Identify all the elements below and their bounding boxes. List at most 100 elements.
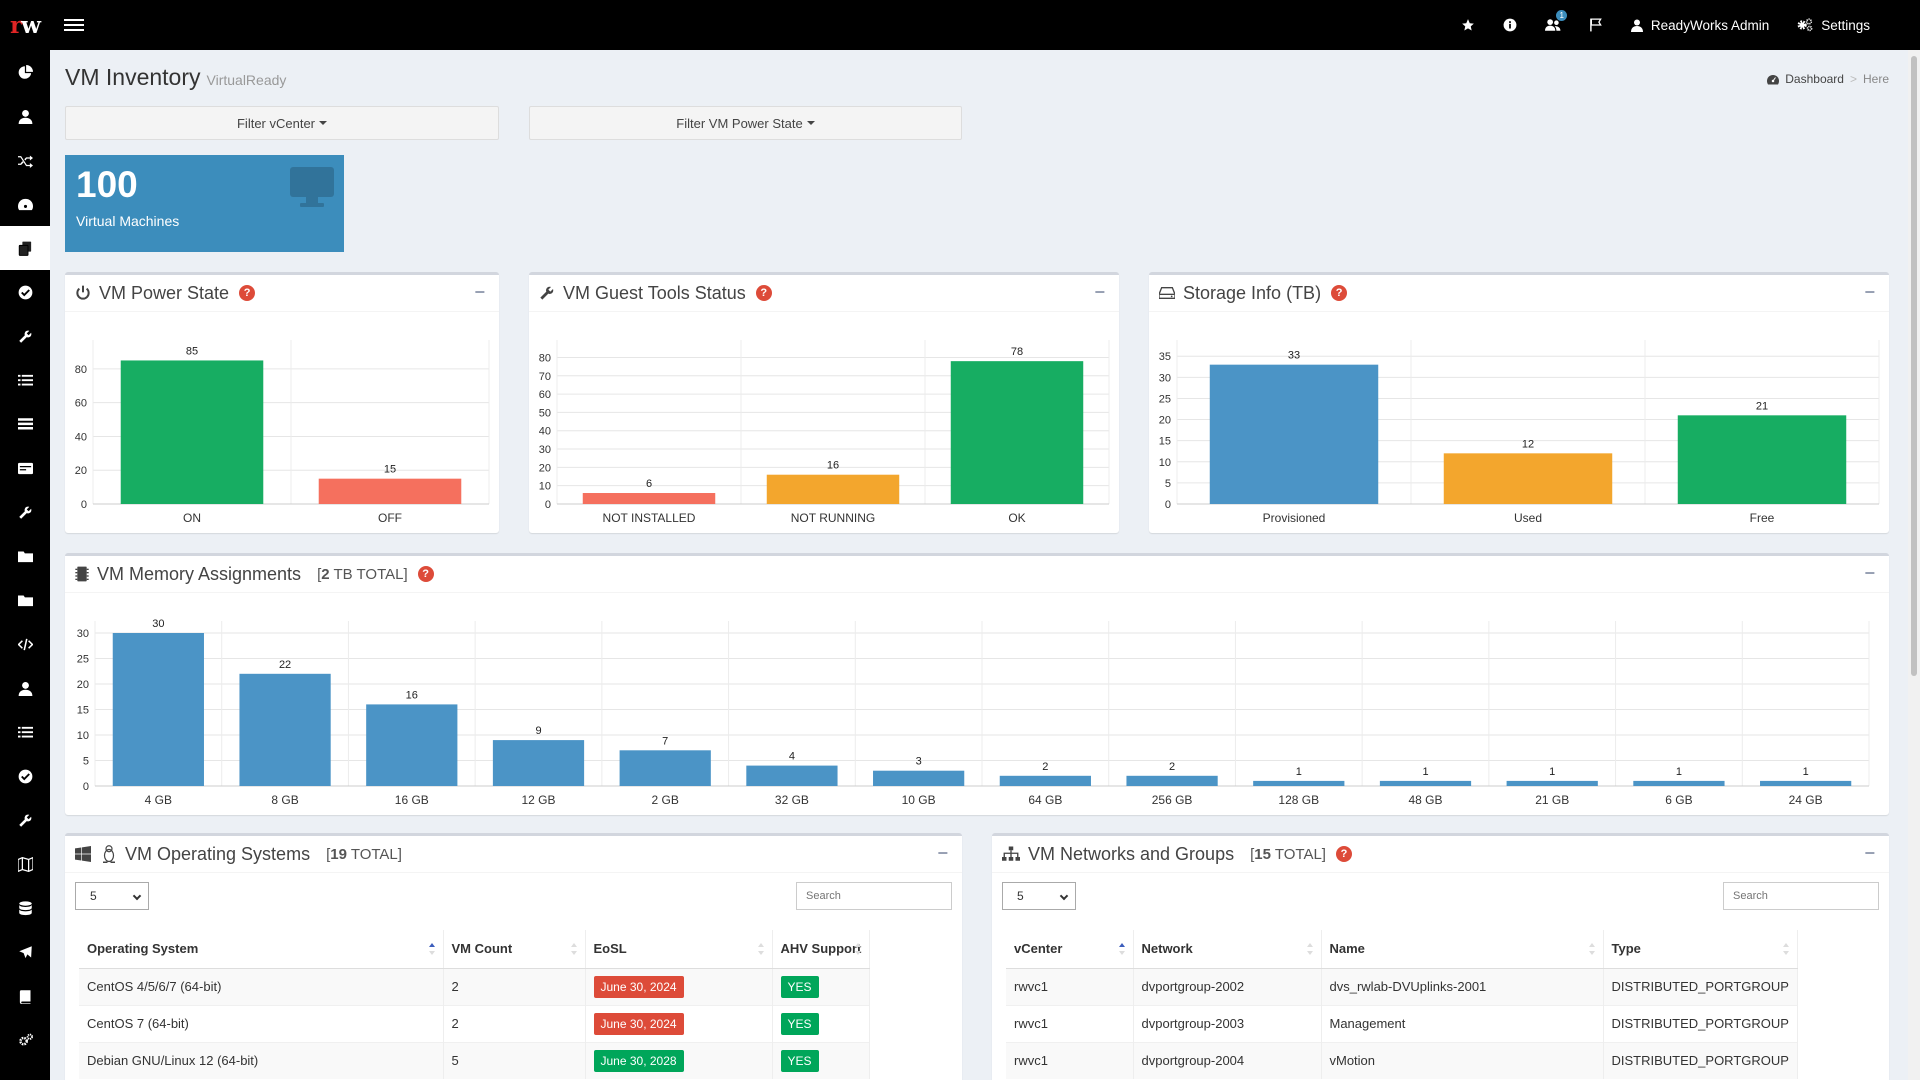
vm-count-label: Virtual Machines xyxy=(76,213,180,229)
os-table: Operating System VM Count EoSL AHV Suppo… xyxy=(79,930,871,1079)
folder-icon xyxy=(17,551,33,562)
sidebar-item-database[interactable] xyxy=(0,886,50,930)
sidebar-item-code[interactable] xyxy=(0,622,50,666)
eosl-badge: June 30, 2024 xyxy=(593,975,684,998)
vm-count-cell: 5 xyxy=(443,1041,586,1079)
vm-count-stat-box[interactable]: 100 Virtual Machines xyxy=(65,155,344,252)
collapse-button[interactable]: − xyxy=(937,843,948,863)
x-tick-label: 64 GB xyxy=(1028,793,1062,807)
help-icon[interactable]: ? xyxy=(417,566,434,582)
networks-search-input[interactable] xyxy=(1723,882,1879,910)
ahv-support-badge: YES xyxy=(780,1049,819,1072)
collapse-button[interactable]: − xyxy=(474,282,485,302)
sidebar-item-map[interactable] xyxy=(0,842,50,886)
header-label: AHV Support xyxy=(780,941,862,957)
sidebar-item-user[interactable] xyxy=(0,94,50,138)
sidebar-item-wrench[interactable] xyxy=(0,798,50,842)
sidebar-item-card[interactable] xyxy=(0,446,50,490)
filter-vcenter-button[interactable]: Filter vCenter xyxy=(65,106,499,140)
linux-icon xyxy=(103,845,115,863)
column-header-network[interactable]: Network xyxy=(1133,930,1322,969)
favorites-star-button[interactable] xyxy=(1461,18,1475,32)
collapse-button[interactable]: − xyxy=(1864,843,1875,863)
y-tick-label: 10 xyxy=(77,730,89,742)
column-header-vm-count[interactable]: VM Count xyxy=(443,930,586,969)
column-header-name[interactable]: Name xyxy=(1321,930,1604,969)
y-tick-label: 70 xyxy=(539,371,551,383)
pie-chart-icon xyxy=(18,64,33,79)
column-header-eosl[interactable]: EoSL xyxy=(585,930,773,969)
data-label: 21 xyxy=(1756,400,1768,412)
sidebar-item-list[interactable] xyxy=(0,710,50,754)
sidebar-item-wrench[interactable] xyxy=(0,490,50,534)
settings-menu[interactable]: Settings xyxy=(1797,18,1870,33)
table-row[interactable]: Debian GNU/Linux 12 (64-bit) 5 June 30, 20… xyxy=(79,1041,871,1079)
flag-button[interactable] xyxy=(1589,18,1603,32)
y-tick-label: 60 xyxy=(75,398,87,410)
help-icon[interactable]: ? xyxy=(1335,846,1352,862)
y-tick-label: 20 xyxy=(1159,415,1171,427)
breadcrumb: Dashboard > Here xyxy=(1767,72,1889,86)
sort-asc-icon xyxy=(428,943,435,955)
sidebar-item-plane[interactable] xyxy=(0,930,50,974)
os-name-cell: CentOS 4/5/6/7 (64-bit) xyxy=(79,967,444,1005)
collapse-button[interactable]: − xyxy=(1864,282,1875,302)
collapse-button[interactable]: − xyxy=(1864,563,1875,583)
sidebar-item-cogs[interactable] xyxy=(0,1018,50,1062)
ahv-support-badge: YES xyxy=(780,975,819,998)
table-row[interactable]: rwvc1 dvportgroup-2003 Management DISTRIBUT… xyxy=(1006,1004,1798,1042)
sidebar-item-check-circle[interactable] xyxy=(0,754,50,798)
data-label: 30 xyxy=(152,618,164,630)
user-menu[interactable]: ReadyWorks Admin xyxy=(1630,18,1769,33)
sidebar-item-user[interactable] xyxy=(0,666,50,710)
info-button[interactable] xyxy=(1503,18,1517,32)
sidebar-item-check-circle[interactable] xyxy=(0,270,50,314)
networks-page-size-select[interactable]: 5 xyxy=(1002,882,1076,910)
bar xyxy=(582,493,716,504)
column-header-os[interactable]: Operating System xyxy=(79,930,444,969)
scrollbar-thumb[interactable] xyxy=(1911,56,1917,676)
total-value: 2 xyxy=(321,565,330,583)
sidebar-item-list-alt[interactable] xyxy=(0,402,50,446)
column-header-type[interactable]: Type xyxy=(1603,930,1798,969)
y-tick-label: 0 xyxy=(545,499,551,511)
sidebar-item-random[interactable] xyxy=(0,138,50,182)
collapse-button[interactable]: − xyxy=(1094,282,1105,302)
table-row[interactable]: rwvc1 dvportgroup-2004 vMotion DISTRIBUTED_… xyxy=(1006,1041,1798,1079)
notifications-button[interactable]: 1 xyxy=(1544,10,1567,32)
table-row[interactable]: CentOS 7 (64-bit) 2 June 30, 2024 YES xyxy=(79,1004,871,1042)
y-tick-label: 15 xyxy=(1159,436,1171,448)
y-tick-label: 10 xyxy=(539,481,551,493)
page-scrollbar[interactable] xyxy=(1908,50,1920,1080)
data-label: 2 xyxy=(1042,761,1048,773)
sidebar-item-book[interactable] xyxy=(0,974,50,1018)
x-tick-label: 10 GB xyxy=(902,793,936,807)
sidebar-item-dashboard[interactable] xyxy=(0,182,50,226)
sidebar-item-copy[interactable] xyxy=(0,226,50,270)
chevron-down-icon xyxy=(1059,891,1069,901)
star-icon xyxy=(1462,19,1474,31)
column-header-vcenter[interactable]: vCenter xyxy=(1006,930,1134,969)
sidebar-item-folder[interactable] xyxy=(0,534,50,578)
help-icon[interactable]: ? xyxy=(239,285,256,301)
column-header-ahv-support[interactable]: AHV Support xyxy=(772,930,871,969)
total-value: 19 xyxy=(330,845,347,863)
cogs-icon xyxy=(18,1033,33,1045)
sidebar-toggle-button[interactable] xyxy=(64,16,84,34)
sort-icon xyxy=(855,943,862,955)
sidebar-item-list[interactable] xyxy=(0,358,50,402)
sidebar-item-folder[interactable] xyxy=(0,578,50,622)
help-icon[interactable]: ? xyxy=(755,285,772,301)
help-icon[interactable]: ? xyxy=(1331,285,1348,301)
os-page-size-select[interactable]: 5 xyxy=(75,882,149,910)
os-search-input[interactable] xyxy=(796,882,952,910)
page-size-value: 5 xyxy=(1017,889,1024,903)
table-row[interactable]: CentOS 4/5/6/7 (64-bit) 2 June 30, 2024 YES xyxy=(79,967,871,1005)
breadcrumb-dashboard-link[interactable]: Dashboard xyxy=(1785,72,1844,86)
sidebar-item-pie-chart[interactable] xyxy=(0,50,50,94)
filter-power-state-button[interactable]: Filter VM Power State xyxy=(529,106,962,140)
table-row[interactable]: rwvc1 dvportgroup-2002 dvs_rwlab-DVUplinks… xyxy=(1006,967,1798,1005)
sidebar-item-wrench[interactable] xyxy=(0,314,50,358)
copy-icon xyxy=(18,241,31,256)
